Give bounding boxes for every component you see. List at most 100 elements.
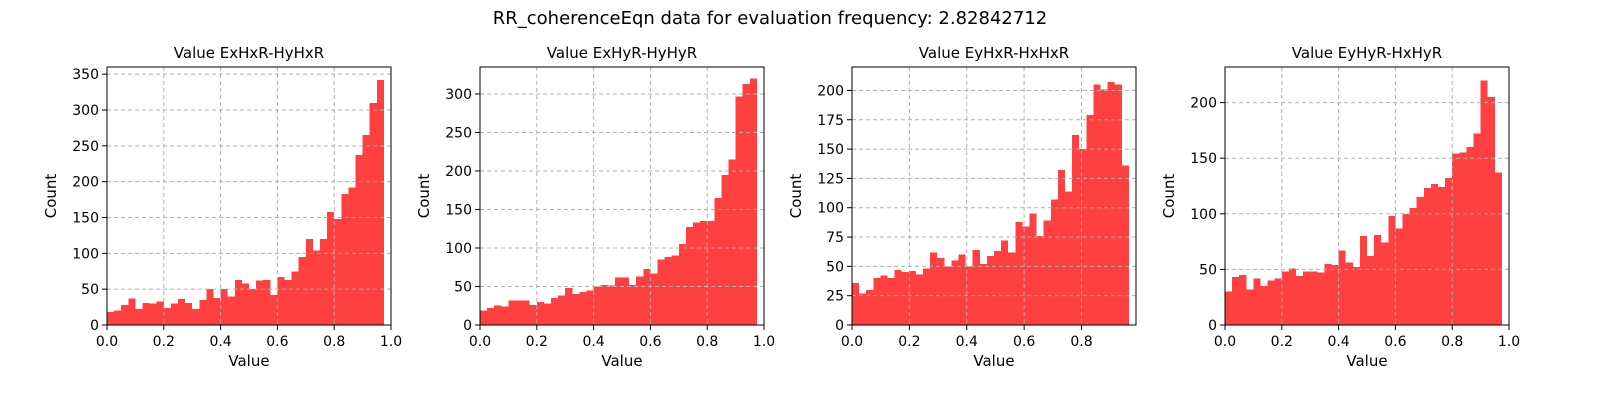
- histogram-bar: [1022, 226, 1030, 325]
- x-tick-label: 1.0: [380, 334, 402, 350]
- histogram-bar: [1057, 170, 1065, 325]
- figure-title: RR_coherenceEqn data for evaluation freq…: [493, 8, 1047, 29]
- histogram-bar: [1121, 165, 1129, 325]
- histogram-bar: [1381, 242, 1389, 325]
- histogram-bar: [972, 249, 980, 325]
- histogram-bar: [1225, 291, 1233, 325]
- histogram-bar: [1487, 97, 1495, 325]
- axes-frame: [479, 66, 765, 326]
- y-tick-label: 250: [72, 139, 99, 155]
- y-tick-label: 150: [817, 142, 844, 158]
- histogram-bar: [958, 254, 966, 325]
- histogram-bar: [369, 102, 377, 325]
- histogram-bar: [994, 251, 1002, 325]
- histogram-bar: [1395, 228, 1403, 325]
- histogram-bar: [951, 260, 959, 325]
- histogram-bar: [1001, 240, 1009, 325]
- histogram-bar: [256, 280, 264, 325]
- histogram-bar: [206, 289, 214, 325]
- subplot-1: 0.0 0.2 0.4 0.6 0.8 1.0 0 50 100 150 200 250 300 350 V…: [42, 44, 402, 370]
- histogram-bar: [227, 296, 235, 325]
- histogram-bar: [305, 239, 313, 325]
- histogram-bar: [1324, 263, 1332, 325]
- histogram-bar: [1232, 277, 1240, 325]
- histogram-bar: [1008, 252, 1016, 325]
- histogram-bar: [1100, 89, 1108, 325]
- histogram-bar: [128, 298, 136, 325]
- histogram-bar: [965, 266, 973, 325]
- y-tick-label: 200: [1190, 96, 1217, 112]
- y-axis-label: Count: [42, 174, 60, 219]
- histogram-bar: [607, 285, 615, 325]
- subplot-title: Value ExHyR-HyHyR: [547, 44, 697, 62]
- histogram-bar: [887, 278, 895, 325]
- histogram-bar: [894, 269, 902, 325]
- y-tick-label: 175: [817, 113, 844, 129]
- x-tick-label: 0.6: [266, 334, 288, 350]
- x-tick-label: 0.0: [469, 334, 491, 350]
- histogram-bar: [930, 252, 938, 325]
- histogram-bar: [1303, 271, 1311, 325]
- histogram-bar: [543, 303, 551, 325]
- histogram-bar: [558, 295, 566, 325]
- histogram-bar: [1260, 286, 1268, 325]
- y-tick-label: 50: [1199, 262, 1217, 278]
- x-tick-label: 0.6: [1013, 334, 1035, 350]
- histogram-bar: [636, 276, 644, 325]
- histogram-bar: [185, 302, 193, 325]
- x-tick-label: 0.4: [582, 334, 604, 350]
- histogram-bar: [1274, 278, 1282, 325]
- histogram-bar: [937, 258, 945, 325]
- histogram-bar: [192, 309, 200, 325]
- x-tick-label: 1.0: [1498, 334, 1520, 350]
- y-tick-label: 100: [445, 241, 472, 257]
- histogram-bar: [1310, 271, 1318, 325]
- histogram-bar: [1114, 84, 1122, 325]
- x-tick-label: 0.4: [956, 334, 978, 350]
- histogram-bar: [135, 309, 143, 325]
- histogram-bar: [142, 302, 150, 325]
- histogram-bar: [291, 271, 299, 325]
- histogram-bar: [664, 257, 672, 325]
- subplot-4: 0.0 0.2 0.4 0.6 0.8 1.0 0 50 100 150 200 Value EyHy…: [1160, 44, 1520, 370]
- histogram-bar: [728, 159, 736, 325]
- y-tick-label: 200: [445, 164, 472, 180]
- histogram-bar: [327, 211, 335, 325]
- y-tick-label: 50: [81, 282, 99, 298]
- histogram-bar: [220, 289, 228, 325]
- y-axis-label: Count: [787, 174, 805, 219]
- histogram-bar: [742, 83, 750, 325]
- histogram-bar: [1317, 272, 1325, 325]
- histogram-bar: [1345, 262, 1353, 325]
- histogram-bar: [986, 255, 994, 325]
- histogram-bar: [551, 298, 559, 325]
- histogram-bar: [1246, 289, 1254, 325]
- histogram-bar: [1107, 82, 1115, 325]
- histogram-bar: [593, 286, 601, 325]
- histogram-bar: [1480, 80, 1488, 326]
- histogram-bar: [334, 218, 342, 325]
- x-tick-label: 0.0: [1214, 334, 1236, 350]
- x-tick-label: 0.6: [1384, 334, 1406, 350]
- histogram-bar: [707, 221, 715, 325]
- histogram-bar: [277, 276, 285, 325]
- x-tick-label: 0.8: [1441, 334, 1463, 350]
- histogram-bar: [1050, 199, 1058, 325]
- histogram-bar: [1239, 274, 1247, 325]
- histogram-bar: [270, 294, 278, 325]
- histogram-bar: [579, 291, 587, 325]
- histogram-bar: [170, 303, 178, 325]
- histogram-bar: [487, 308, 495, 325]
- histogram-bar: [284, 279, 292, 325]
- x-tick-label: 0.0: [841, 334, 863, 350]
- x-tick-label: 0.4: [1327, 334, 1349, 350]
- y-tick-label: 0: [463, 318, 472, 334]
- histogram-bar: [693, 222, 701, 325]
- histogram-bar: [901, 272, 909, 325]
- histogram-bar: [362, 135, 370, 325]
- y-tick-label: 300: [445, 87, 472, 103]
- histogram-bar: [572, 294, 580, 325]
- x-tick-label: 0.4: [209, 334, 231, 350]
- histogram-bar: [944, 266, 952, 325]
- y-tick-label: 125: [817, 171, 844, 187]
